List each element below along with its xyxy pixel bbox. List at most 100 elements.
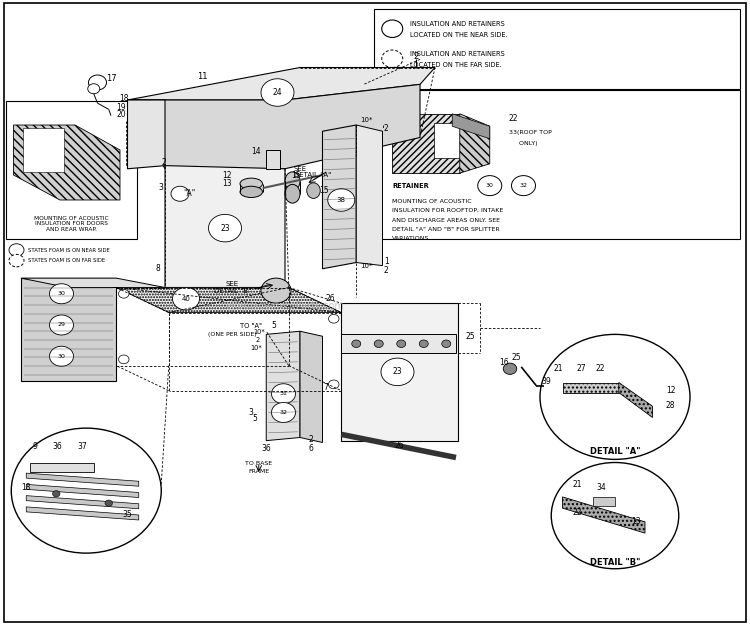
Polygon shape (13, 125, 120, 200)
Polygon shape (116, 288, 341, 312)
Text: DETAIL "A" AND "B" FOR SPLITTER: DETAIL "A" AND "B" FOR SPLITTER (392, 227, 500, 232)
Text: DETAIL "B": DETAIL "B" (214, 288, 251, 294)
Polygon shape (22, 128, 64, 172)
Text: 5: 5 (272, 321, 276, 329)
Polygon shape (30, 462, 94, 472)
Polygon shape (26, 473, 139, 486)
Circle shape (172, 288, 200, 310)
Bar (374, 90, 740, 239)
Text: 23: 23 (220, 224, 230, 232)
Text: 25: 25 (512, 353, 520, 362)
Circle shape (381, 358, 414, 386)
Text: (ONE PER SIDE): (ONE PER SIDE) (209, 332, 256, 337)
Text: 16: 16 (500, 358, 508, 367)
Circle shape (50, 315, 74, 335)
Text: 27: 27 (577, 364, 586, 373)
Text: 21: 21 (554, 364, 563, 373)
Circle shape (397, 340, 406, 348)
Polygon shape (341, 334, 456, 353)
Ellipse shape (285, 172, 300, 191)
Text: STATES FOAM IS ON FAR SIDE: STATES FOAM IS ON FAR SIDE (28, 258, 106, 263)
Polygon shape (356, 125, 382, 266)
Circle shape (88, 84, 100, 94)
Text: 2: 2 (414, 52, 419, 61)
Text: INSULATION AND RETAINERS: INSULATION AND RETAINERS (410, 51, 504, 57)
Text: 7: 7 (324, 383, 328, 392)
Text: 32: 32 (280, 410, 287, 415)
Circle shape (540, 334, 690, 459)
Text: STATES FOAM IS ON NEAR SIDE: STATES FOAM IS ON NEAR SIDE (28, 248, 110, 252)
Text: MOUNTING OF ACOUSTIC: MOUNTING OF ACOUSTIC (392, 199, 472, 204)
Text: 15: 15 (320, 186, 328, 195)
Text: 2: 2 (384, 124, 388, 132)
Bar (6, 101, 137, 239)
Text: 26: 26 (394, 441, 404, 449)
Text: 35: 35 (123, 510, 132, 519)
Circle shape (382, 20, 403, 38)
Circle shape (50, 346, 74, 366)
Polygon shape (562, 382, 619, 392)
Text: "A": "A" (183, 189, 195, 198)
Bar (374, 9, 740, 89)
Text: 29: 29 (58, 322, 65, 328)
Text: 22: 22 (509, 114, 518, 123)
Text: 5: 5 (253, 414, 257, 423)
Text: 18: 18 (119, 94, 128, 102)
Text: 36: 36 (261, 444, 272, 452)
Polygon shape (165, 166, 285, 288)
Circle shape (261, 278, 291, 303)
Polygon shape (266, 150, 280, 169)
Circle shape (328, 380, 339, 389)
Text: 2: 2 (255, 337, 260, 343)
Circle shape (261, 79, 294, 106)
Text: LOCATED ON THE NEAR SIDE.: LOCATED ON THE NEAR SIDE. (410, 32, 507, 38)
Text: INSULATION AND RETAINERS: INSULATION AND RETAINERS (410, 21, 504, 27)
Polygon shape (300, 331, 322, 442)
Ellipse shape (240, 178, 262, 189)
Circle shape (352, 340, 361, 348)
Text: 10*: 10* (360, 117, 372, 123)
Text: 36: 36 (53, 442, 63, 451)
Text: 22: 22 (596, 364, 604, 373)
Circle shape (118, 355, 129, 364)
Text: 30: 30 (58, 291, 65, 296)
Polygon shape (26, 507, 139, 520)
Polygon shape (562, 497, 645, 533)
Polygon shape (128, 100, 165, 169)
Text: VARIATIONS.: VARIATIONS. (392, 236, 432, 241)
Text: 30: 30 (58, 354, 65, 359)
Circle shape (503, 363, 517, 374)
Circle shape (88, 75, 106, 90)
Polygon shape (26, 496, 139, 509)
Text: 3: 3 (249, 408, 254, 417)
Ellipse shape (285, 184, 300, 203)
Text: 13: 13 (632, 518, 640, 526)
Polygon shape (266, 331, 300, 441)
Circle shape (209, 214, 242, 242)
Text: 13: 13 (223, 179, 232, 188)
Text: RETAINER: RETAINER (392, 182, 429, 189)
Circle shape (328, 314, 339, 323)
Circle shape (382, 50, 403, 68)
Text: 33(ROOF TOP: 33(ROOF TOP (509, 130, 551, 135)
Text: 10*: 10* (360, 262, 372, 269)
Polygon shape (452, 114, 490, 139)
Text: 3: 3 (159, 183, 164, 192)
Text: 19: 19 (117, 103, 126, 112)
Text: 24: 24 (273, 88, 282, 97)
Ellipse shape (240, 186, 262, 198)
Circle shape (419, 340, 428, 348)
Text: 14: 14 (252, 147, 261, 156)
Circle shape (105, 500, 112, 506)
Text: 40: 40 (182, 296, 190, 302)
Text: 10*: 10* (251, 344, 262, 351)
Circle shape (272, 384, 296, 404)
Text: 10*: 10* (253, 329, 265, 336)
Text: 39: 39 (542, 377, 550, 386)
Text: 37: 37 (78, 442, 87, 451)
Circle shape (118, 289, 129, 298)
Polygon shape (392, 114, 460, 173)
Text: 30: 30 (486, 183, 494, 188)
Text: SEE: SEE (226, 281, 239, 288)
Circle shape (442, 340, 451, 348)
